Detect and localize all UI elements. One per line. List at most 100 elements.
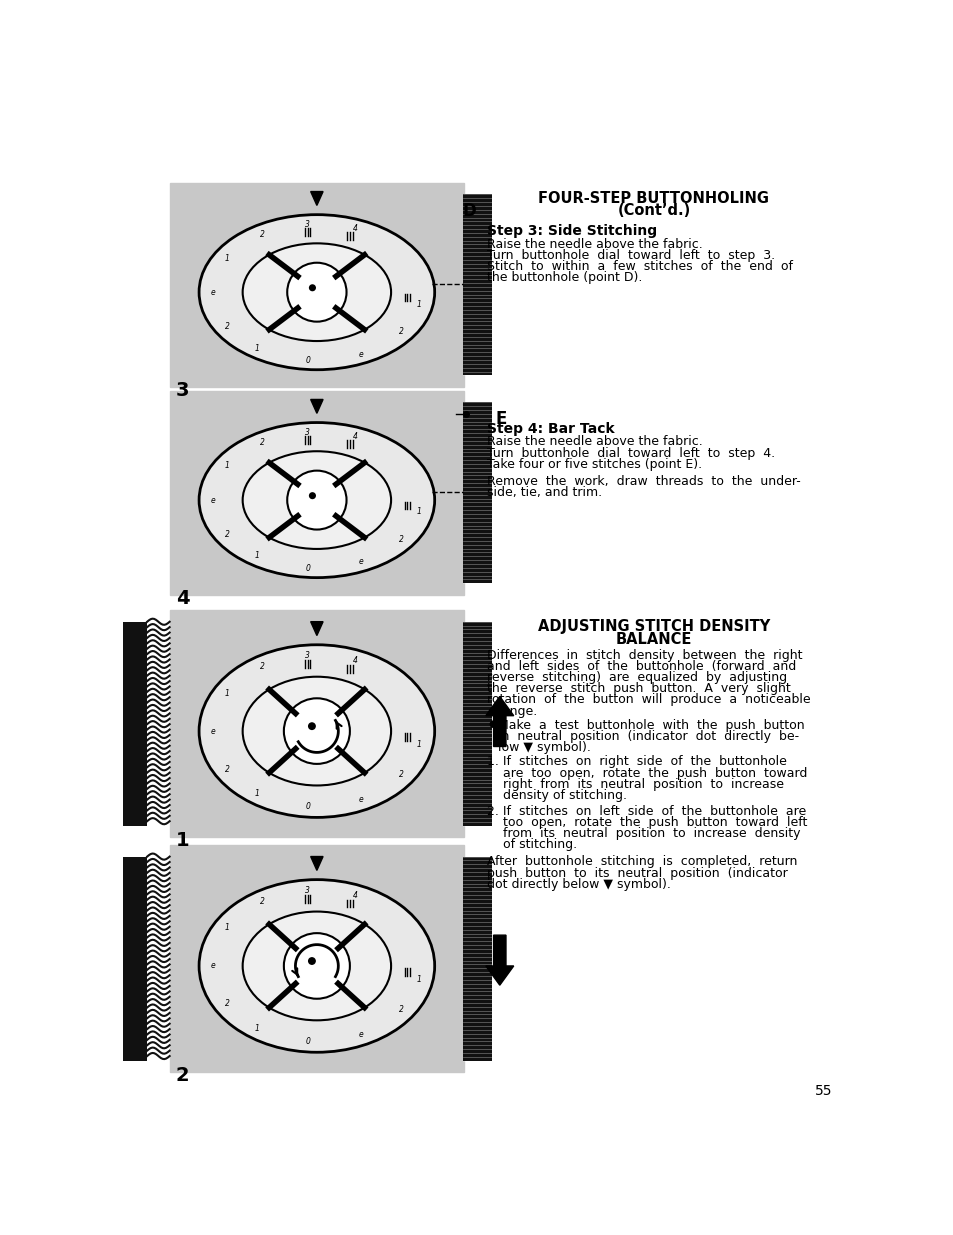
Text: dot directly below ▼ symbol).: dot directly below ▼ symbol). — [487, 878, 671, 890]
Text: 2: 2 — [399, 771, 404, 779]
Text: side, tie, and trim.: side, tie, and trim. — [487, 487, 602, 499]
Text: too  open,  rotate  the  push  button  toward  left: too open, rotate the push button toward … — [487, 816, 807, 829]
Text: 1: 1 — [254, 343, 259, 352]
Polygon shape — [485, 935, 513, 986]
Text: 2. If  stitches  on  left  side  of  the  buttonhole  are: 2. If stitches on left side of the butto… — [487, 805, 806, 818]
Text: Remove  the  work,  draw  threads  to  the  under-: Remove the work, draw threads to the und… — [487, 475, 801, 488]
Bar — [170, 845, 464, 1072]
Polygon shape — [311, 857, 323, 871]
Text: 4: 4 — [353, 432, 357, 441]
Text: 2: 2 — [224, 530, 230, 538]
Text: Raise the needle above the fabric.: Raise the needle above the fabric. — [487, 237, 702, 251]
Text: 0: 0 — [305, 1037, 310, 1046]
Text: 3: 3 — [305, 220, 310, 228]
Text: BALANCE: BALANCE — [616, 632, 692, 647]
Text: Step 4: Bar Tack: Step 4: Bar Tack — [487, 421, 615, 436]
Polygon shape — [311, 399, 323, 414]
Text: Raise the needle above the fabric.: Raise the needle above the fabric. — [487, 436, 702, 448]
Bar — [123, 857, 147, 1061]
Bar — [123, 621, 147, 826]
Text: ADJUSTING STITCH DENSITY: ADJUSTING STITCH DENSITY — [537, 620, 769, 635]
Bar — [462, 857, 492, 1061]
Text: 2: 2 — [259, 662, 264, 671]
Circle shape — [287, 471, 346, 530]
Text: Differences  in  stitch  density  between  the  right: Differences in stitch density between th… — [487, 648, 802, 662]
Text: the buttonhole (point D).: the buttonhole (point D). — [487, 270, 642, 284]
Bar — [462, 621, 492, 826]
Ellipse shape — [199, 879, 435, 1052]
Text: 4: 4 — [353, 890, 357, 900]
Circle shape — [284, 934, 350, 999]
Text: Step 3: Side Stitching: Step 3: Side Stitching — [487, 224, 657, 237]
Text: Stitch  to  within  a  few  stitches  of  the  end  of: Stitch to within a few stitches of the e… — [487, 259, 793, 273]
Text: 1: 1 — [254, 1024, 259, 1032]
Text: 4: 4 — [353, 656, 357, 666]
Text: e: e — [211, 726, 215, 736]
Text: Turn  buttonhole  dial  toward  left  to  step  4.: Turn buttonhole dial toward left to step… — [487, 447, 775, 459]
Text: rotation  of  the  button  will  produce  a  noticeable: rotation of the button will produce a no… — [487, 693, 810, 706]
Circle shape — [308, 722, 315, 730]
Circle shape — [284, 698, 350, 764]
Bar — [170, 183, 464, 387]
Text: e: e — [211, 961, 215, 971]
Text: 2: 2 — [224, 764, 230, 773]
Text: change.: change. — [487, 704, 537, 718]
Bar — [462, 194, 492, 375]
Polygon shape — [311, 621, 323, 636]
Text: D: D — [462, 203, 476, 220]
Text: of stitching.: of stitching. — [487, 839, 577, 851]
Text: reverse  stitching)  are  equalized  by  adjusting: reverse stitching) are equalized by adju… — [487, 671, 786, 684]
Text: 4: 4 — [353, 225, 357, 233]
Ellipse shape — [242, 911, 391, 1020]
Text: 1: 1 — [416, 508, 421, 516]
Text: FOUR-STEP BUTTONHOLING: FOUR-STEP BUTTONHOLING — [537, 190, 769, 205]
Text: 2: 2 — [175, 1066, 190, 1086]
Text: and  left  sides  of  the  buttonhole  (forward  and: and left sides of the buttonhole (forwar… — [487, 659, 796, 673]
Bar — [462, 403, 492, 583]
Text: 2: 2 — [259, 230, 264, 238]
Ellipse shape — [242, 451, 391, 548]
Text: E: E — [495, 410, 506, 429]
Text: 1: 1 — [254, 789, 259, 798]
Text: 55: 55 — [814, 1084, 831, 1098]
Text: 2: 2 — [259, 897, 264, 906]
Polygon shape — [311, 191, 323, 205]
Text: 3: 3 — [305, 651, 310, 659]
Ellipse shape — [242, 243, 391, 341]
Ellipse shape — [199, 645, 435, 818]
Text: 1: 1 — [416, 740, 421, 748]
Text: e: e — [211, 495, 215, 505]
Text: 3: 3 — [305, 427, 310, 437]
Text: e: e — [211, 288, 215, 296]
Text: 2: 2 — [399, 327, 404, 336]
Ellipse shape — [199, 215, 435, 369]
Text: 2: 2 — [399, 535, 404, 543]
Bar — [170, 610, 464, 837]
Text: 3: 3 — [305, 885, 310, 895]
Text: ●: ● — [488, 719, 497, 729]
Text: 0: 0 — [305, 356, 310, 364]
Circle shape — [308, 957, 315, 965]
Text: 2: 2 — [224, 322, 230, 331]
Text: 4: 4 — [175, 589, 190, 608]
Text: 3: 3 — [175, 380, 189, 400]
Text: 1: 1 — [254, 552, 259, 561]
Text: 1: 1 — [224, 689, 230, 698]
Text: Turn  buttonhole  dial  toward  left  to  step  3.: Turn buttonhole dial toward left to step… — [487, 248, 775, 262]
Text: After  buttonhole  stitching  is  completed,  return: After buttonhole stitching is completed,… — [487, 856, 797, 868]
Text: from  its  neutral  position  to  increase  density: from its neutral position to increase de… — [487, 827, 800, 840]
Text: are  too  open,  rotate  the  push  button  toward: are too open, rotate the push button tow… — [487, 767, 807, 779]
Text: 1: 1 — [224, 462, 230, 471]
Text: right  from  its  neutral  position  to  increase: right from its neutral position to incre… — [487, 778, 783, 790]
Text: 1: 1 — [416, 300, 421, 309]
Bar — [170, 390, 464, 595]
Text: the  reverse  stitch  push  button.  A  very  slight: the reverse stitch push button. A very s… — [487, 682, 790, 695]
Text: 1: 1 — [224, 924, 230, 932]
Text: e: e — [358, 1030, 363, 1040]
Text: Take four or five stitches (point E).: Take four or five stitches (point E). — [487, 458, 701, 471]
Text: 1: 1 — [224, 253, 230, 263]
Text: 2: 2 — [259, 437, 264, 447]
Text: 2: 2 — [224, 999, 230, 1009]
Text: low ▼ symbol).: low ▼ symbol). — [497, 741, 591, 755]
Circle shape — [309, 284, 315, 291]
